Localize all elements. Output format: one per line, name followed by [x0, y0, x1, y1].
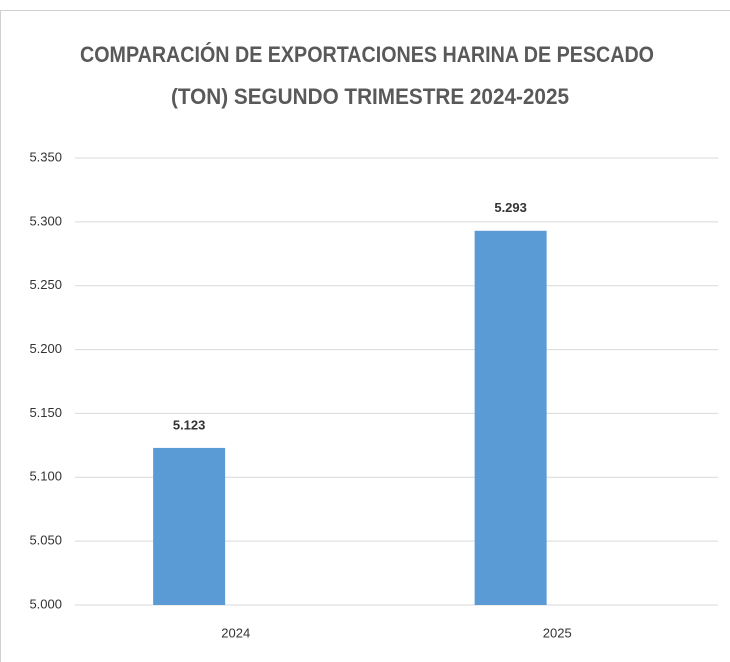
y-tick-label: 5.100 — [29, 469, 62, 484]
x-tick-label: 2025 — [543, 625, 572, 640]
y-tick-label: 5.200 — [29, 341, 62, 356]
chart-title: COMPARACIÓN DE EXPORTACIONES HARINA DE P… — [80, 42, 654, 67]
data-label: 5.293 — [494, 200, 527, 215]
bar — [153, 447, 226, 605]
chart-border — [0, 10, 730, 662]
y-tick-label: 5.350 — [29, 149, 62, 164]
y-tick-label: 5.050 — [29, 533, 62, 548]
data-label: 5.123 — [173, 417, 206, 432]
x-tick-label: 2024 — [221, 625, 250, 640]
y-tick-label: 5.000 — [29, 596, 62, 611]
y-tick-label: 5.300 — [29, 213, 62, 228]
bar — [474, 230, 547, 605]
y-tick-label: 5.250 — [29, 277, 62, 292]
chart-title: (TON) SEGUNDO TRIMESTRE 2024-2025 — [171, 84, 569, 109]
y-tick-label: 5.150 — [29, 405, 62, 420]
